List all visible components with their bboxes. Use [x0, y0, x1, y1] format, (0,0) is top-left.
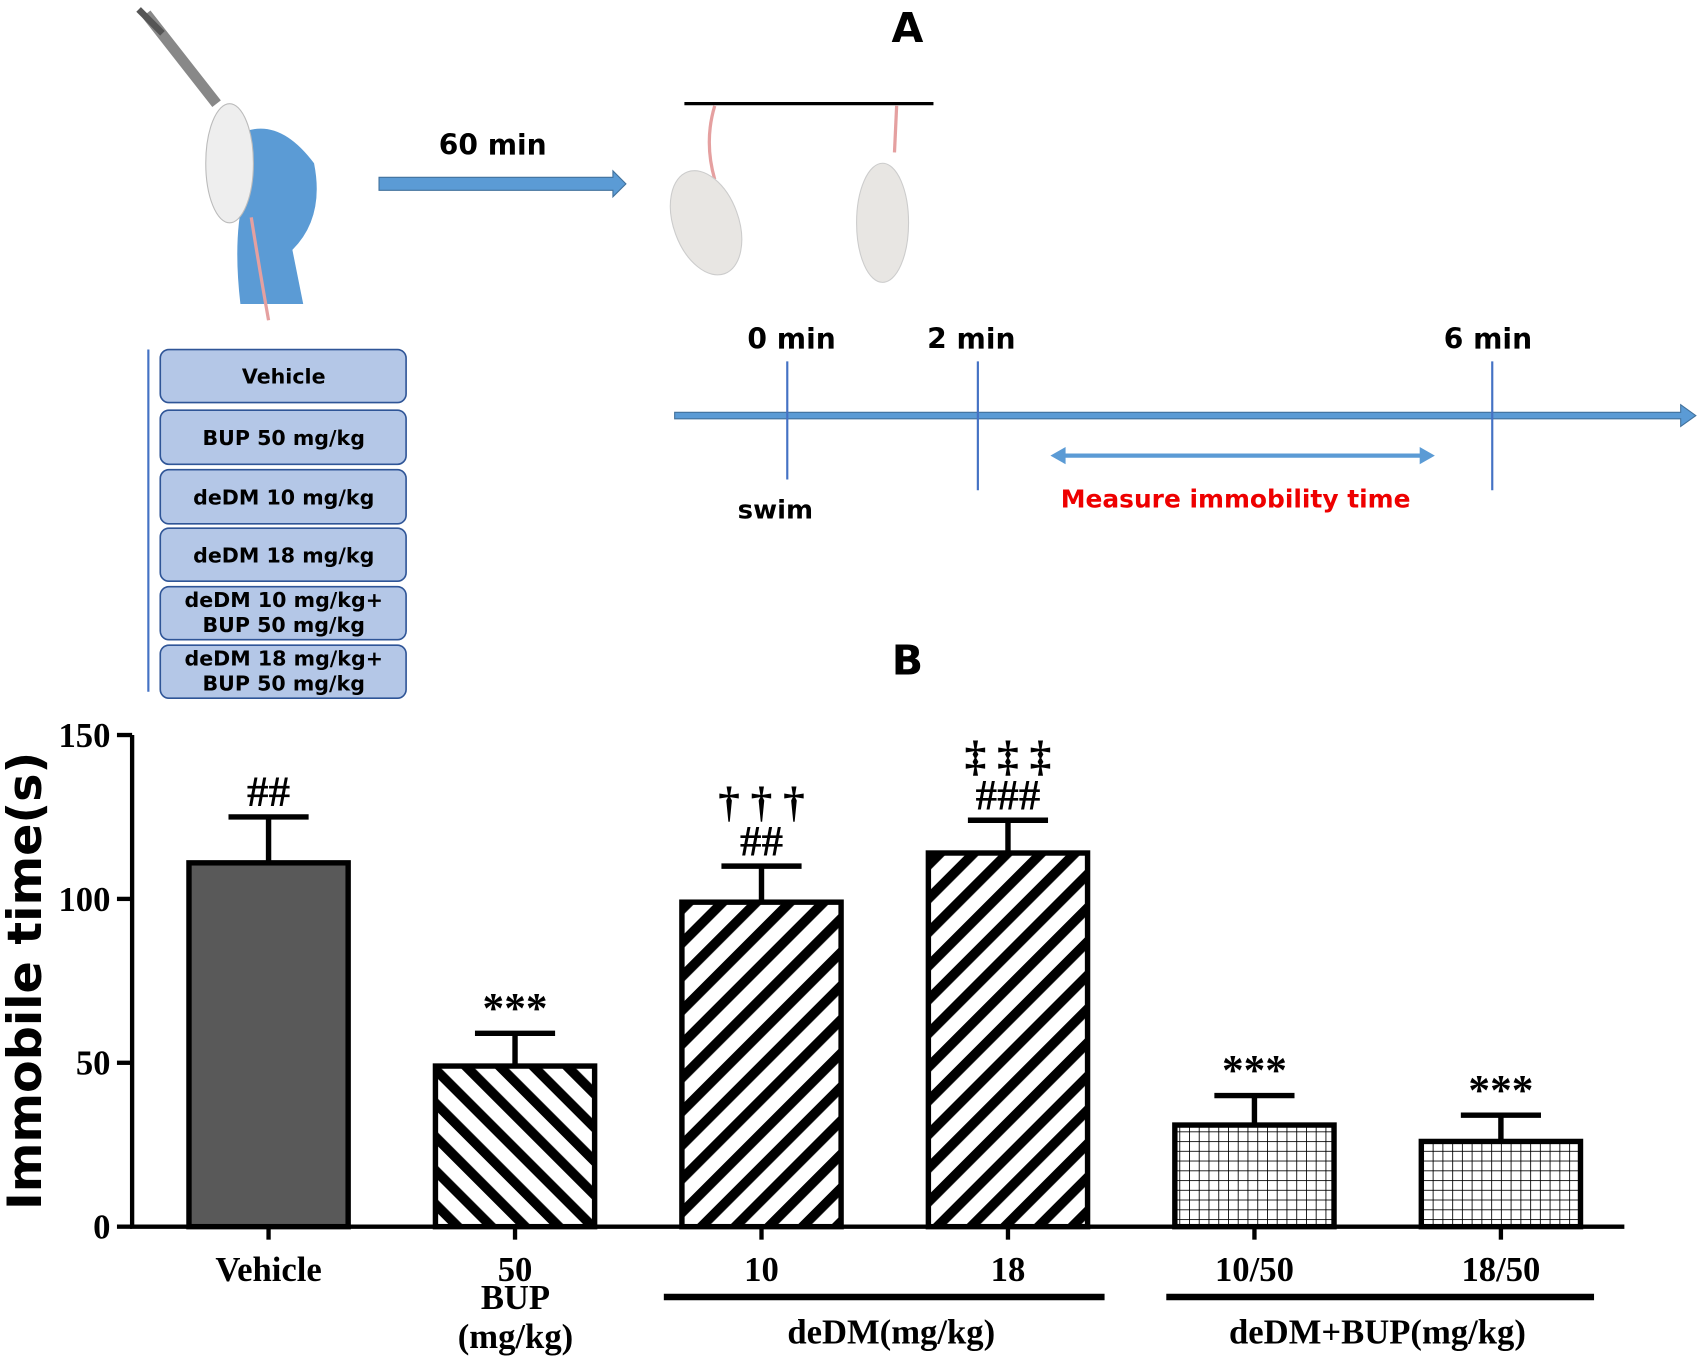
significance-label: ##	[247, 768, 291, 816]
chart-title: B	[892, 636, 923, 684]
start-label: swim	[738, 495, 813, 525]
group-label: deDM(mg/kg)	[787, 1314, 995, 1352]
significance-label: ***	[483, 984, 548, 1032]
group-label: deDM 10 mg/kg+	[185, 588, 383, 612]
group-box	[159, 348, 407, 404]
x-tick-label: 50	[498, 1251, 533, 1289]
group-label: BUP 50 mg/kg	[203, 613, 365, 637]
measure-label: Measure immobility time	[1061, 485, 1411, 514]
significance-label: ***	[1468, 1066, 1533, 1114]
timeline-label: 0 min	[747, 322, 835, 355]
illustration	[136, 7, 934, 321]
measure-arrow	[1050, 446, 1435, 465]
y-tick-label: 50	[76, 1045, 111, 1083]
bar	[1418, 1138, 1584, 1230]
timeline-label: 2 min	[927, 322, 1015, 355]
significance-label: ‡ ‡ ‡	[965, 732, 1052, 780]
significance-label: † † †	[718, 778, 805, 826]
group-label: Vehicle	[242, 365, 326, 389]
y-tick-label: 100	[58, 881, 110, 919]
group-label: BUP 50 mg/kg	[203, 672, 365, 696]
bar	[186, 860, 351, 1230]
group-label: deDM 18 mg/kg	[193, 543, 374, 567]
group-label: deDM 18 mg/kg+	[185, 647, 383, 671]
significance-label: ###	[975, 771, 1040, 819]
x-tick-label: 10	[744, 1251, 779, 1289]
delay-arrow	[378, 169, 627, 199]
x-tick-label: 18	[991, 1251, 1026, 1289]
timeline-label: 6 min	[1444, 322, 1532, 355]
y-axis-label: Immobile time(s)	[0, 752, 53, 1210]
bar	[679, 899, 844, 1230]
group-box	[159, 644, 407, 700]
group-box	[159, 468, 407, 525]
x-tick-label: Vehicle	[215, 1251, 321, 1289]
y-tick-label: 150	[58, 717, 110, 755]
group-label: BUP 50 mg/kg	[203, 426, 365, 450]
bar	[432, 1063, 598, 1230]
bar	[1172, 1122, 1337, 1230]
panel-title: A	[892, 4, 924, 52]
delay-label: 60 min	[439, 129, 547, 162]
significance-label: ***	[1222, 1047, 1287, 1095]
group-label: deDM+BUP(mg/kg)	[1229, 1314, 1526, 1352]
bar	[925, 850, 1091, 1230]
group-box	[159, 527, 407, 583]
x-tick-label: 18/50	[1461, 1251, 1540, 1289]
group-label: (mg/kg)	[458, 1318, 573, 1356]
group-label: deDM 10 mg/kg	[193, 485, 374, 509]
significance-label: ##	[740, 817, 784, 865]
timeline-arrow	[674, 403, 1697, 428]
group-label: BUP	[481, 1279, 550, 1317]
group-box	[159, 409, 407, 466]
x-tick-label: 10/50	[1215, 1251, 1294, 1289]
group-box	[159, 585, 407, 641]
y-tick-label: 0	[93, 1209, 110, 1247]
